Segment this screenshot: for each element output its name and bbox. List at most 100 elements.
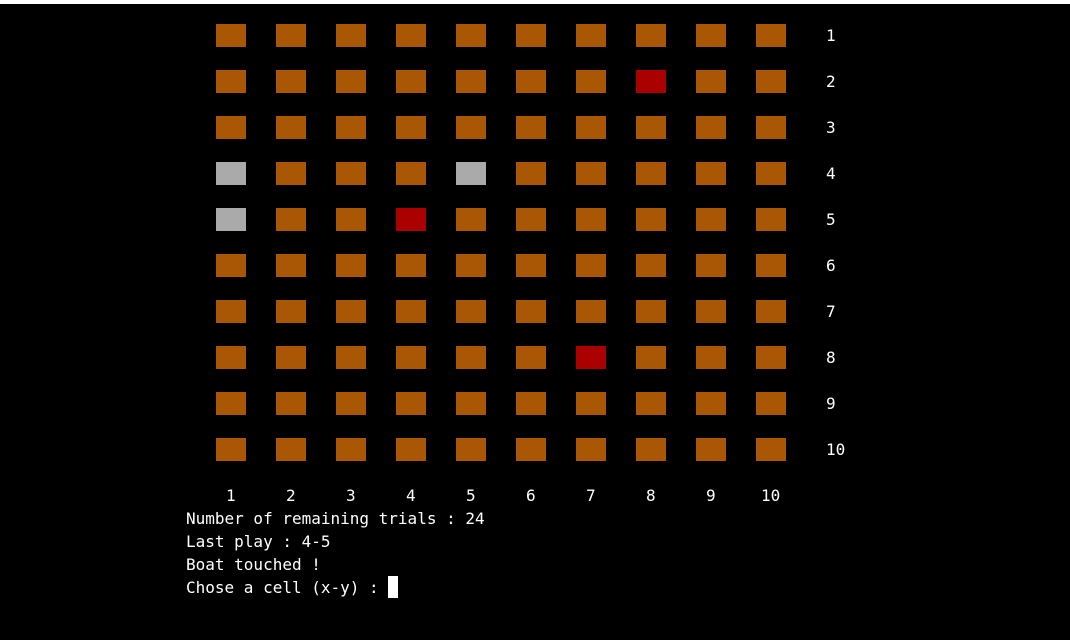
grid-cell-unknown[interactable] (636, 254, 666, 277)
grid-cell-unknown[interactable] (336, 254, 366, 277)
grid-cell-hit[interactable] (576, 346, 606, 369)
grid-cell-unknown[interactable] (636, 300, 666, 323)
grid-cell-unknown[interactable] (576, 300, 606, 323)
grid-cell-unknown[interactable] (336, 162, 366, 185)
grid-cell-unknown[interactable] (756, 116, 786, 139)
grid-cell-unknown[interactable] (336, 70, 366, 93)
grid-cell-unknown[interactable] (216, 392, 246, 415)
grid-cell-unknown[interactable] (396, 116, 426, 139)
grid-cell-unknown[interactable] (456, 300, 486, 323)
grid-cell-unknown[interactable] (756, 162, 786, 185)
grid-cell-unknown[interactable] (276, 392, 306, 415)
grid-cell-unknown[interactable] (276, 70, 306, 93)
grid-cell-unknown[interactable] (216, 254, 246, 277)
grid-cell-unknown[interactable] (516, 254, 546, 277)
grid-cell-unknown[interactable] (696, 438, 726, 461)
grid-cell-unknown[interactable] (516, 438, 546, 461)
grid-cell-unknown[interactable] (276, 24, 306, 47)
grid-cell-unknown[interactable] (336, 346, 366, 369)
grid-cell-unknown[interactable] (576, 208, 606, 231)
grid-cell-unknown[interactable] (756, 24, 786, 47)
grid-cell-unknown[interactable] (396, 24, 426, 47)
grid-cell-unknown[interactable] (456, 24, 486, 47)
grid-cell-unknown[interactable] (696, 254, 726, 277)
grid-cell-unknown[interactable] (216, 438, 246, 461)
grid-cell-unknown[interactable] (576, 70, 606, 93)
grid-cell-unknown[interactable] (456, 116, 486, 139)
grid-cell-unknown[interactable] (636, 392, 666, 415)
grid-cell-unknown[interactable] (396, 392, 426, 415)
grid-cell-unknown[interactable] (636, 208, 666, 231)
grid-cell-unknown[interactable] (696, 70, 726, 93)
grid-cell-unknown[interactable] (696, 346, 726, 369)
grid-cell-unknown[interactable] (576, 162, 606, 185)
grid-cell-unknown[interactable] (636, 162, 666, 185)
grid-cell-unknown[interactable] (456, 70, 486, 93)
grid-cell-unknown[interactable] (216, 70, 246, 93)
grid-cell-hit[interactable] (636, 70, 666, 93)
grid-cell-miss[interactable] (456, 162, 486, 185)
grid-cell-unknown[interactable] (576, 24, 606, 47)
grid-cell-unknown[interactable] (456, 392, 486, 415)
grid-cell-unknown[interactable] (456, 208, 486, 231)
grid-cell-unknown[interactable] (576, 254, 606, 277)
grid-cell-unknown[interactable] (636, 116, 666, 139)
grid-cell-unknown[interactable] (756, 438, 786, 461)
grid-cell-unknown[interactable] (516, 208, 546, 231)
grid-cell-unknown[interactable] (216, 346, 246, 369)
grid-cell-unknown[interactable] (516, 300, 546, 323)
grid-cell-unknown[interactable] (756, 208, 786, 231)
grid-cell-unknown[interactable] (456, 346, 486, 369)
grid-cell-unknown[interactable] (516, 70, 546, 93)
grid-cell-unknown[interactable] (756, 346, 786, 369)
grid-cell-unknown[interactable] (516, 162, 546, 185)
grid-cell-unknown[interactable] (756, 392, 786, 415)
grid-cell-unknown[interactable] (336, 208, 366, 231)
grid-cell-unknown[interactable] (696, 300, 726, 323)
grid-cell-unknown[interactable] (756, 254, 786, 277)
grid-cell-unknown[interactable] (276, 438, 306, 461)
grid-cell-unknown[interactable] (576, 438, 606, 461)
grid-cell-unknown[interactable] (396, 346, 426, 369)
grid-cell-unknown[interactable] (216, 24, 246, 47)
grid-cell-unknown[interactable] (336, 24, 366, 47)
grid-cell-unknown[interactable] (516, 346, 546, 369)
grid-cell-unknown[interactable] (696, 208, 726, 231)
grid-cell-unknown[interactable] (576, 392, 606, 415)
grid-cell-unknown[interactable] (276, 346, 306, 369)
grid-cell-unknown[interactable] (216, 116, 246, 139)
grid-cell-unknown[interactable] (276, 208, 306, 231)
grid-cell-unknown[interactable] (576, 116, 606, 139)
grid-cell-unknown[interactable] (636, 346, 666, 369)
grid-cell-unknown[interactable] (756, 70, 786, 93)
grid-cell-unknown[interactable] (396, 438, 426, 461)
grid-cell-unknown[interactable] (756, 300, 786, 323)
grid-cell-unknown[interactable] (216, 300, 246, 323)
grid-cell-unknown[interactable] (336, 438, 366, 461)
grid-cell-unknown[interactable] (456, 254, 486, 277)
grid-cell-hit[interactable] (396, 208, 426, 231)
grid-cell-unknown[interactable] (516, 116, 546, 139)
grid-cell-miss[interactable] (216, 162, 246, 185)
grid-cell-unknown[interactable] (696, 392, 726, 415)
grid-cell-unknown[interactable] (696, 162, 726, 185)
grid-cell-unknown[interactable] (276, 300, 306, 323)
grid-cell-unknown[interactable] (696, 116, 726, 139)
grid-cell-unknown[interactable] (396, 70, 426, 93)
grid-cell-unknown[interactable] (276, 254, 306, 277)
grid-cell-unknown[interactable] (636, 24, 666, 47)
grid-cell-unknown[interactable] (516, 392, 546, 415)
grid-cell-unknown[interactable] (336, 300, 366, 323)
grid-cell-unknown[interactable] (396, 254, 426, 277)
grid-cell-unknown[interactable] (456, 438, 486, 461)
input-cursor[interactable] (388, 576, 399, 598)
grid-cell-unknown[interactable] (516, 24, 546, 47)
grid-cell-unknown[interactable] (396, 300, 426, 323)
grid-cell-unknown[interactable] (636, 438, 666, 461)
grid-cell-unknown[interactable] (276, 162, 306, 185)
grid-cell-miss[interactable] (216, 208, 246, 231)
grid-cell-unknown[interactable] (336, 116, 366, 139)
cell-prompt[interactable]: Chose a cell (x-y) : (186, 576, 399, 598)
grid-cell-unknown[interactable] (696, 24, 726, 47)
grid-cell-unknown[interactable] (396, 162, 426, 185)
